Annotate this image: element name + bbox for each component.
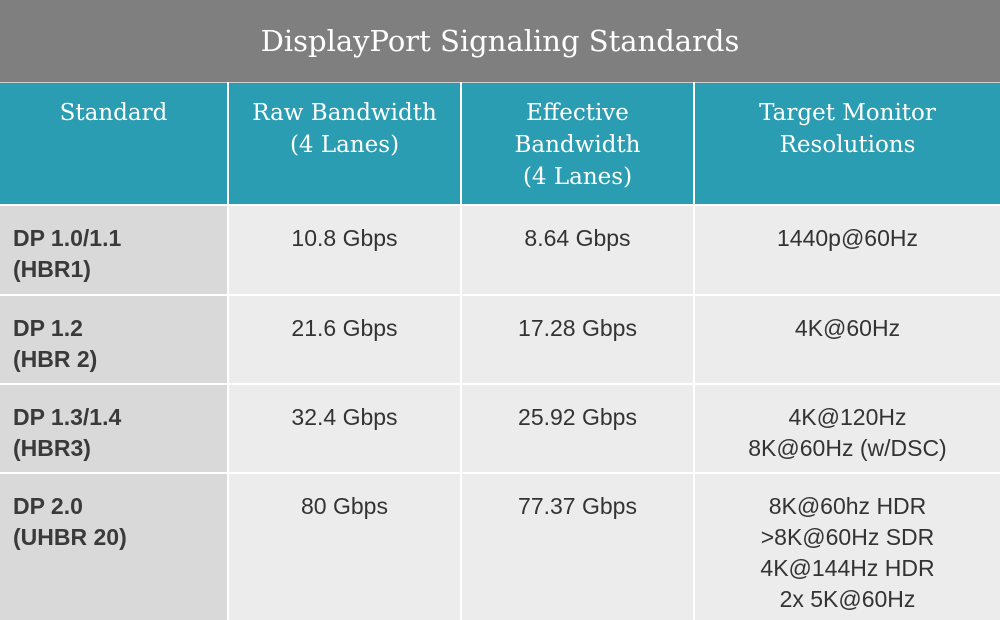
standard-name: DP 1.0/1.1 (13, 224, 122, 251)
table-row: DP 1.0/1.1 (HBR1) 10.8 Gbps 8.64 Gbps 14… (0, 203, 1000, 296)
raw-bandwidth-cell: 10.8 Gbps (227, 203, 462, 296)
resolution-item: 4K@60Hz (794, 314, 901, 341)
header-effective-line-1: Effective (526, 100, 629, 126)
header-standard: Standard (0, 82, 229, 206)
table-row: DP 2.0 (UHBR 20) 80 Gbps 77.37 Gbps 8K@6… (0, 471, 1000, 620)
standard-code: (UHBR 20) (13, 523, 127, 550)
resolutions-cell: 4K@60Hz (693, 293, 1000, 385)
effective-bandwidth-cell: 8.64 Gbps (460, 203, 695, 296)
table-title: DisplayPort Signaling Standards (0, 0, 1000, 82)
header-raw-line-2: (4 Lanes) (289, 132, 400, 158)
raw-bandwidth-cell: 80 Gbps (227, 471, 462, 620)
effective-bandwidth-cell: 77.37 Gbps (460, 471, 695, 620)
resolution-item: 8K@60Hz (w/DSC) (748, 434, 947, 461)
standard-code: (HBR 2) (13, 345, 98, 372)
effective-bandwidth-cell: 25.92 Gbps (460, 382, 695, 474)
header-effective-line-3: (4 Lanes) (522, 164, 633, 190)
standard-cell: DP 1.3/1.4 (HBR3) (0, 382, 229, 474)
header-row: Standard Raw Bandwidth (4 Lanes) Effecti… (0, 82, 1000, 206)
standard-name: DP 2.0 (13, 492, 83, 519)
header-raw-bandwidth: Raw Bandwidth (4 Lanes) (227, 82, 462, 206)
resolution-item: 4K@120Hz (788, 403, 907, 430)
effective-bandwidth-cell: 17.28 Gbps (460, 293, 695, 385)
standard-cell: DP 1.2 (HBR 2) (0, 293, 229, 385)
standard-name: DP 1.3/1.4 (13, 403, 122, 430)
table-row: DP 1.2 (HBR 2) 21.6 Gbps 17.28 Gbps 4K@6… (0, 293, 1000, 385)
resolution-item: 4K@144Hz HDR (760, 554, 935, 581)
resolution-item: 2x 5K@60Hz (779, 585, 916, 612)
standard-name: DP 1.2 (13, 314, 83, 341)
resolutions-cell: 1440p@60Hz (693, 203, 1000, 296)
raw-bandwidth-cell: 21.6 Gbps (227, 293, 462, 385)
standards-table: Standard Raw Bandwidth (4 Lanes) Effecti… (0, 82, 1000, 620)
raw-bandwidth-cell: 32.4 Gbps (227, 382, 462, 474)
header-standard-line: Standard (59, 100, 168, 126)
header-target-line-2: Resolutions (779, 132, 916, 158)
header-effective-line-2: Bandwidth (514, 132, 641, 158)
header-target-resolutions: Target Monitor Resolutions (693, 82, 1000, 206)
header-target-line-1: Target Monitor (759, 100, 936, 126)
resolution-item: 1440p@60Hz (777, 224, 918, 251)
table-row: DP 1.3/1.4 (HBR3) 32.4 Gbps 25.92 Gbps 4… (0, 382, 1000, 474)
header-raw-line-1: Raw Bandwidth (252, 100, 437, 126)
header-effective-bandwidth: Effective Bandwidth (4 Lanes) (460, 82, 695, 206)
standard-code: (HBR3) (13, 434, 91, 461)
standard-cell: DP 1.0/1.1 (HBR1) (0, 203, 229, 296)
resolution-item: >8K@60Hz SDR (760, 523, 935, 550)
resolutions-cell: 8K@60hz HDR >8K@60Hz SDR 4K@144Hz HDR 2x… (693, 471, 1000, 620)
resolutions-cell: 4K@120Hz 8K@60Hz (w/DSC) (693, 382, 1000, 474)
resolution-item: 8K@60hz HDR (768, 492, 927, 519)
standard-code: (HBR1) (13, 255, 91, 282)
standard-cell: DP 2.0 (UHBR 20) (0, 471, 229, 620)
